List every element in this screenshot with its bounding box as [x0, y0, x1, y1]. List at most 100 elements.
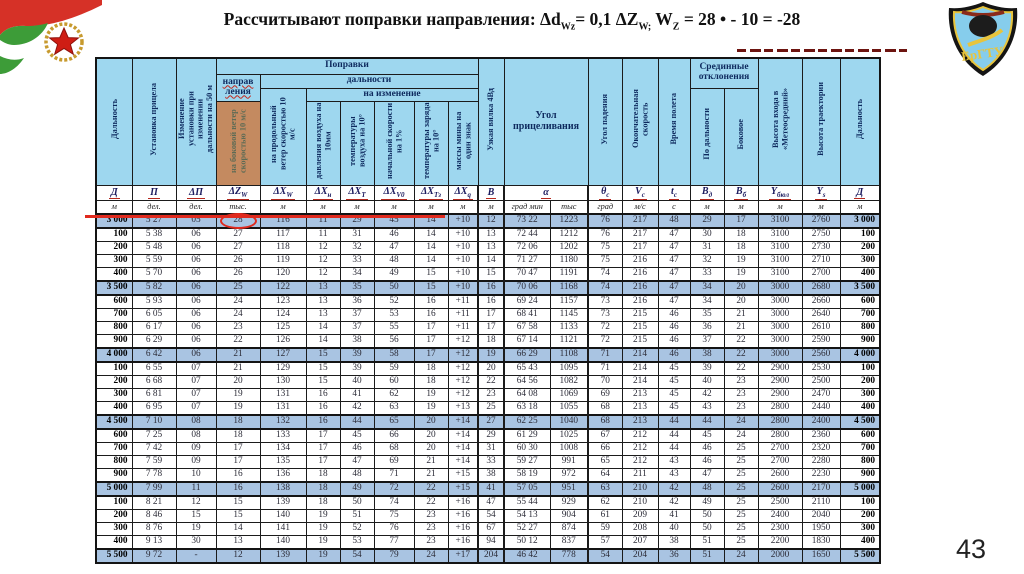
table-cell: 24 — [723, 547, 759, 564]
table-cell: 37 — [339, 320, 375, 335]
table-cell: 2600 — [757, 467, 803, 482]
table-cell: 24 — [215, 307, 261, 322]
table-cell: 39 — [339, 361, 375, 376]
table-cell: 6 95 — [131, 400, 177, 415]
table-cell: 1082 — [549, 374, 589, 389]
table-cell: 2900 — [757, 361, 803, 376]
col-header-fall-angle: Угол падения — [587, 57, 623, 186]
table-cell: 8 46 — [131, 508, 177, 523]
table-cell: 19 — [305, 508, 341, 523]
table-cell: 51 — [689, 534, 725, 549]
table-cell: 46 — [657, 307, 691, 322]
table-cell: 3000 — [757, 279, 803, 296]
table-cell: 3000 — [757, 294, 803, 309]
table-cell: 20 — [723, 294, 759, 309]
table-cell: 06 — [175, 266, 217, 281]
table-cell: +11 — [447, 320, 479, 335]
table-cell: 6 68 — [131, 374, 177, 389]
table-cell: 2560 — [801, 346, 841, 363]
column-unit: м — [259, 199, 307, 214]
table-cell: 214 — [621, 346, 659, 363]
table-cell: 300 — [95, 521, 133, 536]
table-cell: 76 — [373, 521, 415, 536]
table-cell: 904 — [549, 508, 589, 523]
table-cell: 3100 — [757, 266, 803, 281]
table-cell: 39 — [339, 346, 375, 363]
table-cell: 216 — [621, 266, 659, 281]
table-cell: 67 — [587, 428, 623, 443]
table-cell: 200 — [839, 240, 881, 255]
column-unit: тыс — [549, 199, 589, 214]
table-cell: 70 47 — [503, 266, 551, 281]
table-cell: 7 99 — [131, 480, 177, 497]
table-cell: 57 — [587, 534, 623, 549]
table-cell: 64 56 — [503, 374, 551, 389]
table-cell: 43 — [657, 467, 691, 482]
table-cell: 20 — [413, 428, 449, 443]
table-cell: 2470 — [801, 387, 841, 402]
table-cell: +13 — [447, 400, 479, 415]
table-cell: +15 — [447, 467, 479, 482]
column-symbol: ΔП — [175, 184, 217, 201]
table-cell: 213 — [621, 387, 659, 402]
table-cell: 21 — [215, 361, 261, 376]
table-cell: 33 — [339, 253, 375, 268]
header-row-1: Дальность Установка прицела Изменение ус… — [95, 57, 881, 186]
table-cell: 207 — [621, 534, 659, 549]
table-cell: 3100 — [757, 240, 803, 255]
column-unit: с — [657, 199, 691, 214]
table-cell: 06 — [175, 333, 217, 348]
table-cell: 25 — [723, 441, 759, 456]
table-cell: 49 — [373, 266, 415, 281]
table-cell: 64 — [587, 467, 623, 482]
table-cell: 46 — [339, 441, 375, 456]
table-cell: 130 — [259, 374, 307, 389]
column-unit: град мин — [503, 199, 551, 214]
table-cell: 32 — [339, 240, 375, 255]
table-cell: 23 — [723, 387, 759, 402]
table-cell: 13 — [305, 279, 341, 296]
table-cell: 216 — [621, 294, 659, 309]
table-cell: 33 — [477, 454, 505, 469]
table-cell: 30 — [689, 227, 725, 242]
column-symbol: α — [503, 184, 589, 201]
table-row: 800 6 17 06 23 125 14 37 55 17 +11 17 67 58 1133 72 21… — [95, 320, 881, 335]
table-cell: 06 — [175, 227, 217, 242]
column-symbol: Д — [839, 184, 881, 201]
table-cell: 17 — [305, 454, 341, 469]
table-cell: 44 — [689, 413, 725, 430]
table-cell: 46 — [689, 454, 725, 469]
table-cell: 400 — [95, 534, 133, 549]
table-cell: 600 — [95, 294, 133, 309]
table-cell: 17 — [413, 333, 449, 348]
table-cell: 19 — [305, 534, 341, 549]
table-cell: 25 — [723, 467, 759, 482]
table-cell: 74 — [373, 495, 415, 510]
table-cell: 132 — [259, 413, 307, 430]
table-cell: 23 — [723, 400, 759, 415]
column-unit: дел. — [131, 199, 177, 214]
table-cell: 5 500 — [839, 547, 881, 564]
table-cell: 18 — [215, 413, 261, 430]
table-cell: 134 — [259, 441, 307, 456]
table-cell: 17 — [413, 320, 449, 335]
table-cell: 6 05 — [131, 307, 177, 322]
table-cell: 209 — [621, 508, 659, 523]
table-cell: 66 — [587, 441, 623, 456]
table-cell: 72 — [587, 333, 623, 348]
table-cell: 63 — [587, 480, 623, 497]
table-cell: 06 — [175, 307, 217, 322]
table-cell: 24 — [215, 294, 261, 309]
table-cell: 76 — [587, 212, 623, 229]
col-header-headwind: на продольный ветер скоростью 10 м/с — [259, 87, 307, 186]
table-cell: 31 — [689, 240, 725, 255]
table-cell: 9 13 — [131, 534, 177, 549]
table-cell: 71 27 — [503, 253, 551, 268]
col-header-sight-setting: Установка прицела — [131, 57, 177, 186]
table-cell: 15 — [215, 508, 261, 523]
table-cell: 07 — [175, 374, 217, 389]
table-cell: 19 — [175, 521, 217, 536]
column-unit: м — [757, 199, 803, 214]
table-cell: +11 — [447, 294, 479, 309]
table-cell: 28 — [215, 212, 261, 230]
